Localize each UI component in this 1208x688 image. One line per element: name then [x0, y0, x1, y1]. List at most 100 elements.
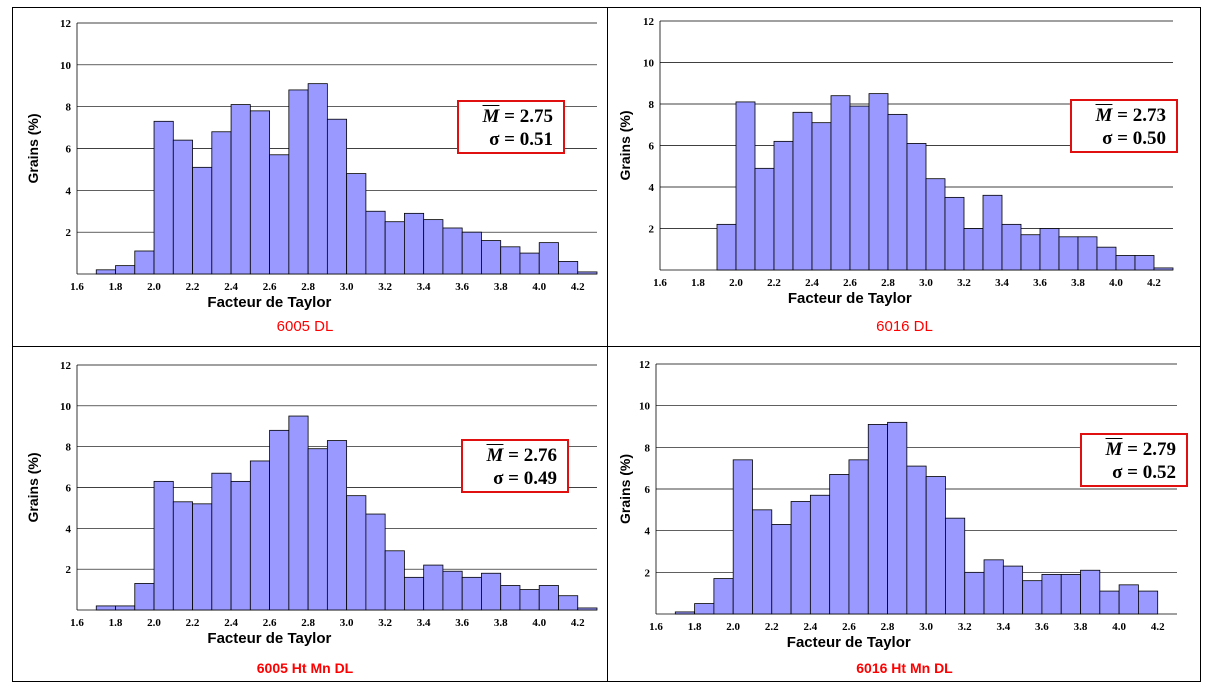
mean-label: M = 2.76 — [486, 445, 557, 466]
y-tick-label: 8 — [66, 442, 72, 454]
x-tick-label: 3.8 — [1071, 277, 1085, 289]
histogram-bar — [1001, 223, 1022, 271]
x-tick-label: 2.2 — [765, 621, 779, 633]
histogram-bar — [384, 221, 405, 275]
x-tick-label: 4.2 — [571, 617, 585, 629]
y-axis-label: Grains (%) — [25, 452, 41, 522]
x-tick-label: 3.6 — [1033, 277, 1047, 289]
stats-box: M = 2.76 σ = 0.49 — [461, 439, 569, 493]
sigma-label: σ = 0.52 — [1112, 462, 1176, 483]
x-tick-label: 2.8 — [881, 621, 895, 633]
panel-caption: 6016 Ht Mn DL — [856, 660, 953, 676]
x-tick-label: 2.6 — [842, 621, 856, 633]
histogram-chart: 2 4 6 8 10 12 1.6 1.8 2.0 2.2 2.4 2.6 2.8 3.0 3.2 3.4 3.… — [617, 359, 1177, 651]
histogram-bar — [848, 459, 869, 615]
x-tick-label: 3.8 — [494, 617, 508, 629]
histogram-bar — [1077, 236, 1098, 271]
histogram-bar — [674, 611, 695, 615]
y-tick-label: 6 — [66, 483, 72, 495]
histogram-bar — [481, 240, 502, 275]
histogram-bar — [868, 93, 889, 271]
histogram-bar — [519, 252, 540, 275]
histogram-bar — [134, 583, 155, 611]
histogram-bar — [153, 480, 174, 611]
histogram-bar — [307, 83, 328, 275]
histogram-bar — [500, 585, 521, 611]
x-tick-label: 2.4 — [805, 277, 819, 289]
y-axis-label: Grains (%) — [25, 113, 41, 183]
histogram-bar — [906, 143, 927, 271]
y-tick-label: 10 — [60, 401, 72, 413]
histogram-bar — [1041, 574, 1062, 615]
x-tick-label: 4.0 — [1112, 621, 1126, 633]
histogram-bar — [404, 576, 425, 611]
histogram-bar — [752, 509, 773, 615]
histogram-bar — [172, 501, 193, 611]
histogram-bar — [365, 513, 386, 611]
figure-table — [12, 7, 1201, 682]
histogram-bar — [1002, 565, 1024, 615]
x-tick-label: 3.8 — [1074, 621, 1088, 633]
y-tick-label: 2 — [649, 224, 655, 236]
histogram-bar — [269, 429, 290, 611]
histogram-bar — [269, 154, 290, 275]
histogram-bar — [773, 140, 794, 271]
panel-caption: 6005 Ht Mn DL — [256, 660, 354, 676]
x-axis-label: Facteur de Taylor — [787, 634, 911, 651]
histogram-bar — [230, 480, 251, 611]
sigma-label: σ = 0.50 — [1102, 128, 1166, 149]
histogram-chart: 2 4 6 8 10 12 1.6 1.8 2.0 2.2 2.4 2.6 2.8 3.0 3.2 3.4 3.… — [25, 360, 598, 647]
histogram-bar — [694, 603, 715, 615]
histogram-bar — [1099, 590, 1120, 615]
y-tick-label: 12 — [643, 16, 655, 28]
histogram-bar — [1153, 267, 1174, 271]
histogram-bar — [249, 110, 270, 275]
y-tick-label: 10 — [643, 58, 655, 70]
x-tick-label: 1.8 — [688, 621, 702, 633]
x-tick-label: 2.6 — [263, 617, 277, 629]
y-tick-label: 12 — [639, 359, 651, 371]
histogram-panel-6005-dl: 2 4 6 8 10 12 1.6 1.8 2.0 2.2 2.4 2.6 2.8 3.0 3.2 3.4 3.… — [20, 10, 598, 345]
mean-label: M = 2.75 — [482, 106, 553, 127]
histogram-bar — [288, 415, 309, 611]
x-tick-label: 2.0 — [147, 281, 161, 293]
histogram-bar — [867, 424, 888, 615]
histogram-bar — [134, 250, 155, 275]
histogram-bar — [754, 167, 775, 271]
histogram-bar — [944, 196, 965, 271]
histogram-bar — [713, 578, 734, 615]
histogram-bar — [945, 517, 966, 615]
x-tick-label: 4.2 — [1147, 277, 1161, 289]
y-tick-label: 4 — [66, 523, 72, 535]
histogram-bar — [811, 122, 832, 271]
histogram-bar — [849, 105, 870, 271]
sigma-label: σ = 0.49 — [493, 468, 557, 489]
y-axis-label: Grains (%) — [617, 454, 633, 524]
panel-caption: 6016 DL — [876, 318, 933, 335]
x-tick-label: 2.6 — [843, 277, 857, 289]
histogram-bar — [346, 173, 367, 275]
x-tick-label: 1.8 — [109, 281, 123, 293]
histogram-bar — [423, 564, 444, 611]
x-tick-label: 3.6 — [455, 281, 469, 293]
x-tick-label: 3.2 — [958, 621, 972, 633]
histogram-bar — [538, 242, 559, 275]
panel-caption: 6005 DL — [276, 318, 334, 335]
x-tick-label: 3.4 — [995, 277, 1009, 289]
histogram-bar — [887, 113, 908, 271]
histogram-bar — [963, 228, 984, 271]
x-tick-label: 3.2 — [378, 617, 392, 629]
histogram-bar — [95, 605, 116, 611]
histogram-bar — [558, 261, 579, 275]
histogram-bar — [887, 421, 908, 615]
y-tick-label: 12 — [60, 18, 72, 30]
histogram-bar — [404, 212, 425, 275]
histogram-bar — [1060, 574, 1081, 615]
histogram-bar — [346, 495, 367, 611]
y-tick-label: 6 — [649, 141, 655, 153]
x-tick-label: 3.0 — [919, 277, 933, 289]
mean-label: M = 2.79 — [1105, 439, 1176, 460]
x-tick-label: 3.2 — [957, 277, 971, 289]
histogram-bar — [1080, 569, 1101, 615]
histogram-bar — [192, 503, 213, 611]
